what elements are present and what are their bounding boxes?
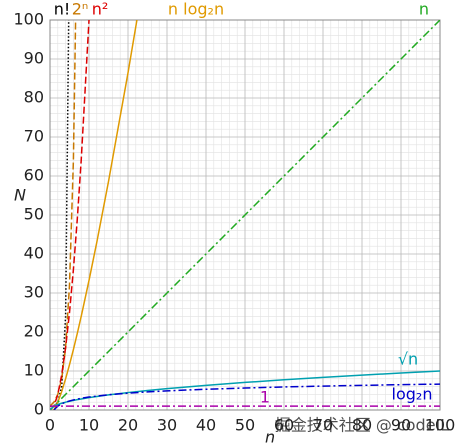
y-tick-label: 70 — [24, 127, 44, 146]
x-tick-label: 10 — [79, 416, 99, 435]
y-tick-label: 0 — [34, 400, 44, 419]
series-label: n log₂n — [168, 0, 224, 19]
y-tick-label: 60 — [24, 166, 44, 185]
y-tick-label: 90 — [24, 49, 44, 68]
y-tick-label: 100 — [13, 10, 44, 29]
series-label: n! — [54, 0, 71, 19]
x-tick-label: 80 — [352, 416, 372, 435]
series-label: n — [419, 0, 429, 19]
series-label: log₂n — [392, 385, 433, 404]
y-tick-label: 20 — [24, 322, 44, 341]
x-tick-label: 30 — [157, 416, 177, 435]
lines-layer — [50, 20, 440, 410]
series-label: 1 — [260, 388, 270, 407]
y-axis-label: N — [14, 186, 26, 205]
series-label: n² — [92, 0, 109, 19]
series-line — [50, 20, 70, 407]
x-tick-label: 50 — [235, 416, 255, 435]
watermark: 掘金技术社区 @ codeIL — [275, 416, 449, 435]
series-line — [50, 20, 90, 410]
x-tick-label: 20 — [118, 416, 138, 435]
y-tick-label: 50 — [24, 205, 44, 224]
series-label: √n — [398, 350, 418, 369]
y-tick-label: 80 — [24, 88, 44, 107]
series-label: 2ⁿ — [72, 0, 89, 19]
series-line — [50, 20, 77, 407]
x-tick-label: 100 — [425, 416, 456, 435]
plot-frame — [49, 19, 441, 411]
y-tick-label: 10 — [24, 361, 44, 380]
series-line — [53, 383, 440, 410]
x-tick-label: 70 — [313, 416, 333, 435]
x-tick-label: 90 — [391, 416, 411, 435]
x-axis-label: n — [265, 428, 275, 447]
x-tick-label: 60 — [274, 416, 294, 435]
y-tick-label: 40 — [24, 244, 44, 263]
series-line — [50, 20, 138, 410]
x-tick-label: 0 — [45, 416, 55, 435]
x-tick-label: 40 — [196, 416, 216, 435]
y-tick-label: 30 — [24, 283, 44, 302]
series-line — [50, 20, 440, 410]
